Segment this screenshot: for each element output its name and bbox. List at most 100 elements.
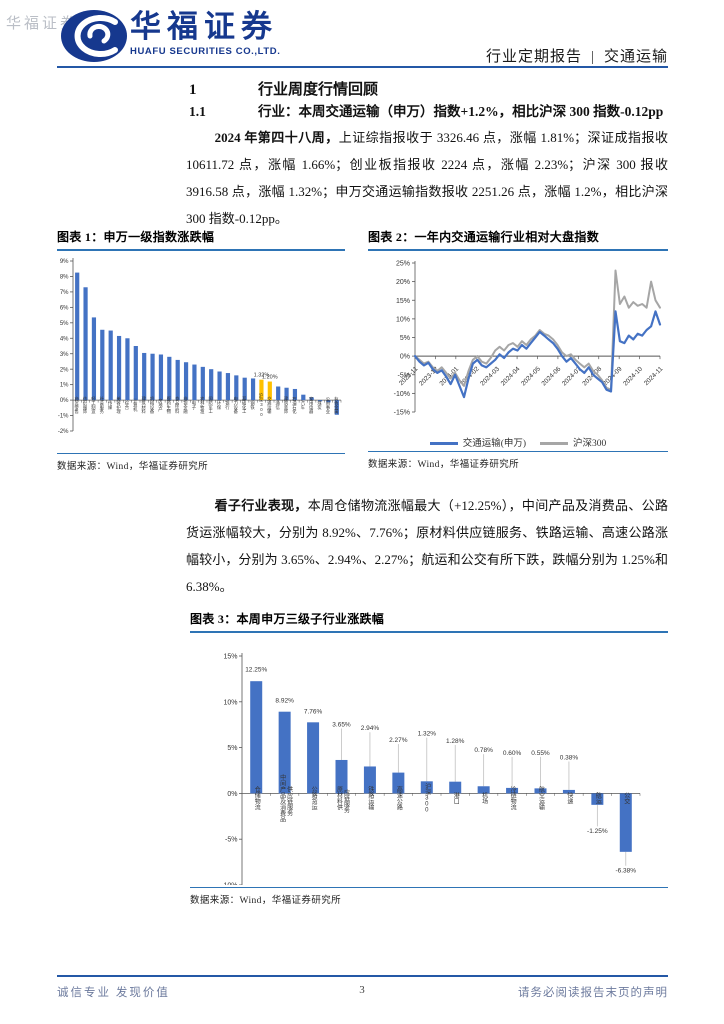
paragraph-market-review: 2024 年第四十八周，上证综指报收于 3326.46 点，涨幅 1.81%；深… xyxy=(186,124,668,232)
section-heading-1-1: 1.1 行业：本周交通运输（申万）指数+1.2%，相比沪深 300 指数-0.12… xyxy=(189,100,663,120)
svg-text:-1.25%: -1.25% xyxy=(587,828,608,835)
subsection-title: 行业：本周交通运输（申万）指数+1.2%，相比沪深 300 指数-0.12pp xyxy=(258,104,664,119)
svg-text:环保: 环保 xyxy=(216,401,222,411)
svg-text:20%: 20% xyxy=(396,279,410,286)
figure-1: 图表 1：申万一级指数涨跌幅 9% 8% 7% 6% 5% 4% 3% 2% 1% 0% -1% -2… xyxy=(57,228,345,472)
svg-text:1.28%: 1.28% xyxy=(446,738,465,745)
svg-text:10%: 10% xyxy=(223,699,237,706)
svg-text:0.55%: 0.55% xyxy=(531,750,550,757)
svg-text:2024-11: 2024-11 xyxy=(643,365,665,387)
sw-industry-bar-chart: 9% 8% 7% 6% 5% 4% 3% 2% 1% 0% -1% -2% 商贸零售 纺织服饰 轻工制造 社会… xyxy=(58,258,342,435)
svg-text:6%: 6% xyxy=(60,305,69,311)
svg-text:应链服务: 应链服务 xyxy=(343,789,350,815)
footer-disclaimer: 请务必阅读报告末页的声明 xyxy=(518,987,668,999)
svg-text:银行: 银行 xyxy=(225,400,231,411)
svg-text:-10%: -10% xyxy=(394,391,410,398)
figure-3-caption: 图表 3：本周申万三级子行业涨跌幅 xyxy=(190,610,668,633)
figure-1-divider xyxy=(57,453,345,454)
svg-text:原材料供: 原材料供 xyxy=(336,786,343,811)
svg-text:通信: 通信 xyxy=(275,400,281,411)
subsection-number: 1.1 xyxy=(189,104,206,119)
svg-text:公路货运: 公路货运 xyxy=(310,786,317,811)
legend-swatch-icon xyxy=(429,442,458,446)
svg-text:交通运输: 交通运输 xyxy=(266,395,272,415)
svg-text:快递: 快递 xyxy=(566,792,573,806)
svg-text:港口: 港口 xyxy=(452,792,459,806)
header-separator: | xyxy=(590,49,595,65)
figure-2-caption: 图表 2：一年内交通运输行业相对大盘指数 xyxy=(368,228,668,251)
page-number: 3 xyxy=(359,984,365,996)
figure-1-caption: 图表 1：申万一级指数涨跌幅 xyxy=(57,228,345,251)
figure-3-source: 数据来源：Wind，华福证券研究所 xyxy=(190,896,342,906)
svg-text:7.76%: 7.76% xyxy=(304,708,323,715)
section-number: 1 xyxy=(189,82,197,98)
svg-text:-5%: -5% xyxy=(225,837,237,844)
svg-text:1.32%: 1.32% xyxy=(418,731,437,738)
paragraph-lead: 2024 年第四十八周， xyxy=(214,130,339,145)
svg-text:房地产: 房地产 xyxy=(158,397,164,413)
svg-text:0.78%: 0.78% xyxy=(474,747,493,754)
svg-text:公交: 公交 xyxy=(623,792,630,805)
svg-text:8%: 8% xyxy=(60,275,69,281)
svg-text:3.65%: 3.65% xyxy=(332,722,351,729)
svg-text:0.60%: 0.60% xyxy=(503,750,522,757)
svg-text:0%: 0% xyxy=(227,791,237,798)
svg-text:4%: 4% xyxy=(60,336,69,342)
svg-text:航运: 航运 xyxy=(594,792,601,806)
svg-text:农林牧渔: 农林牧渔 xyxy=(199,395,205,415)
svg-text:食品饮料: 食品饮料 xyxy=(174,395,180,415)
svg-text:铁路运输: 铁路运输 xyxy=(367,786,374,812)
svg-text:国防军工: 国防军工 xyxy=(208,396,214,414)
svg-text:电力设备: 电力设备 xyxy=(233,395,239,415)
svg-text:基础化工: 基础化工 xyxy=(241,395,247,414)
huafu-logo-icon xyxy=(61,10,127,62)
svg-text:电子: 电子 xyxy=(191,400,197,410)
svg-text:机场: 机场 xyxy=(481,792,488,806)
svg-text:传媒: 传媒 xyxy=(107,400,113,411)
svg-text:1%: 1% xyxy=(60,383,69,389)
svg-text:石油石化: 石油石化 xyxy=(292,396,298,415)
paragraph-body: 上证综指报收于 3326.46 点，涨幅 1.81%；深证成指报收 10611.… xyxy=(186,130,668,226)
svg-text:-10%: -10% xyxy=(221,882,237,885)
footer-rule xyxy=(57,975,668,977)
header-rule xyxy=(57,66,668,68)
relative-index-line-chart: 25%20%15%10%5%0%-5%-10%-15%2023-112023-1… xyxy=(394,261,665,417)
paragraph-lead: 看子行业表现， xyxy=(214,498,308,513)
svg-text:航空运输: 航空运输 xyxy=(538,786,545,812)
footer-slogan: 诚信专业 发现价值 xyxy=(57,987,170,999)
svg-text:-5%: -5% xyxy=(398,372,410,379)
legend-swatch-icon xyxy=(540,442,569,446)
svg-text:3%: 3% xyxy=(60,352,69,358)
svg-text:1.32%: 1.32% xyxy=(254,373,270,379)
svg-text:高速公路: 高速公路 xyxy=(395,786,402,812)
legend-item: 沪深300 xyxy=(540,435,606,449)
svg-text:10%: 10% xyxy=(396,316,410,323)
logo-title: 华福证券 xyxy=(130,9,278,44)
svg-text:医药生物: 医药生物 xyxy=(166,396,172,415)
svg-text:商贸零售: 商贸零售 xyxy=(74,395,80,415)
svg-text:2023-12: 2023-12 xyxy=(418,365,440,387)
svg-text:冷链物流: 冷链物流 xyxy=(509,786,516,812)
section-title: 行业周度行情回顾 xyxy=(258,82,379,98)
paragraph-subsector: 看子行业表现，本周仓储物流涨幅最大（+12.25%），中间产品及消费品、公路货运… xyxy=(186,492,668,600)
svg-text:2.27%: 2.27% xyxy=(389,737,408,744)
svg-text:2024-05: 2024-05 xyxy=(520,365,542,387)
svg-text:建筑装饰: 建筑装饰 xyxy=(283,395,289,415)
svg-text:5%: 5% xyxy=(60,321,69,327)
svg-text:2.94%: 2.94% xyxy=(361,725,380,732)
svg-text:0%: 0% xyxy=(60,398,69,404)
paragraph-body: 本周仓储物流涨幅最大（+12.25%），中间产品及消费品、公路货运涨幅较大，分别… xyxy=(186,498,668,594)
svg-text:沪深300: 沪深300 xyxy=(424,783,431,814)
watermark-text: 华福证券 xyxy=(6,16,79,32)
svg-text:公用事业: 公用事业 xyxy=(325,396,331,414)
svg-text:15%: 15% xyxy=(223,653,237,660)
svg-text:-2%: -2% xyxy=(58,429,69,435)
figure-1-source: 数据来源：Wind，华福证券研究所 xyxy=(57,462,209,472)
svg-text:0%: 0% xyxy=(400,354,410,361)
svg-text:12.25%: 12.25% xyxy=(245,667,267,674)
svg-text:美容护理: 美容护理 xyxy=(116,395,122,414)
svg-text:15%: 15% xyxy=(396,298,410,305)
report-type-label: 行业定期报告 | 交通运输 xyxy=(486,45,668,66)
svg-text:2024-06: 2024-06 xyxy=(541,365,563,387)
svg-text:9%: 9% xyxy=(60,259,69,265)
